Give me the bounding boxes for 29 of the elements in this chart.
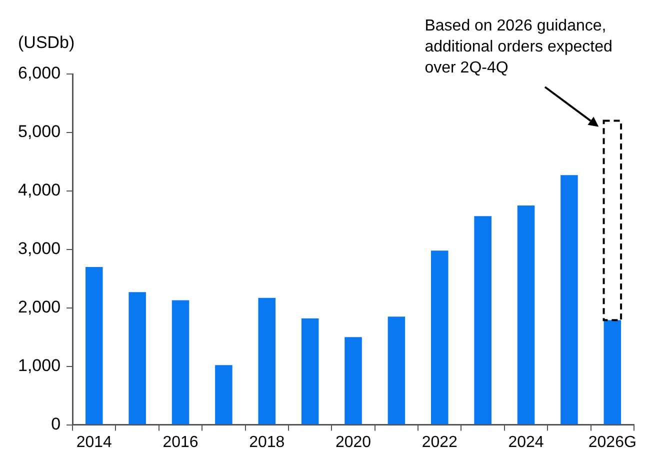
bar — [517, 206, 535, 424]
x-tick-label: 2024 — [508, 434, 544, 451]
annotation: Based on 2026 guidance, additional orders expected over 2Q-4Q — [424, 17, 612, 76]
bar — [604, 320, 622, 424]
bar — [258, 298, 276, 424]
y-tick-label: 0 — [51, 414, 61, 434]
x-tick-label: 2026G — [588, 434, 636, 451]
x-tick-label: 2018 — [249, 434, 285, 451]
y-tick-label: 3,000 — [18, 239, 61, 258]
bar — [560, 175, 578, 424]
y-tick-label: 2,000 — [18, 298, 61, 317]
y-axis-title: (USDb) — [18, 33, 75, 52]
bar — [86, 266, 103, 424]
y-tick-label: 5,000 — [18, 122, 61, 142]
bar — [388, 316, 406, 424]
y-tick-label: 4,000 — [18, 180, 61, 200]
bar — [215, 365, 232, 424]
bar — [344, 337, 362, 424]
y-tick-label: 6,000 — [18, 64, 61, 83]
bar — [301, 318, 319, 424]
bar — [431, 250, 448, 424]
bar — [128, 292, 146, 424]
bar — [172, 300, 190, 424]
y-tick-label: 1,000 — [18, 356, 61, 376]
x-tick-label: 2022 — [422, 434, 458, 451]
x-tick-label: 2020 — [335, 434, 372, 451]
x-tick-label: 2016 — [162, 434, 198, 451]
x-tick-label: 2014 — [76, 434, 112, 451]
bar — [474, 216, 492, 424]
